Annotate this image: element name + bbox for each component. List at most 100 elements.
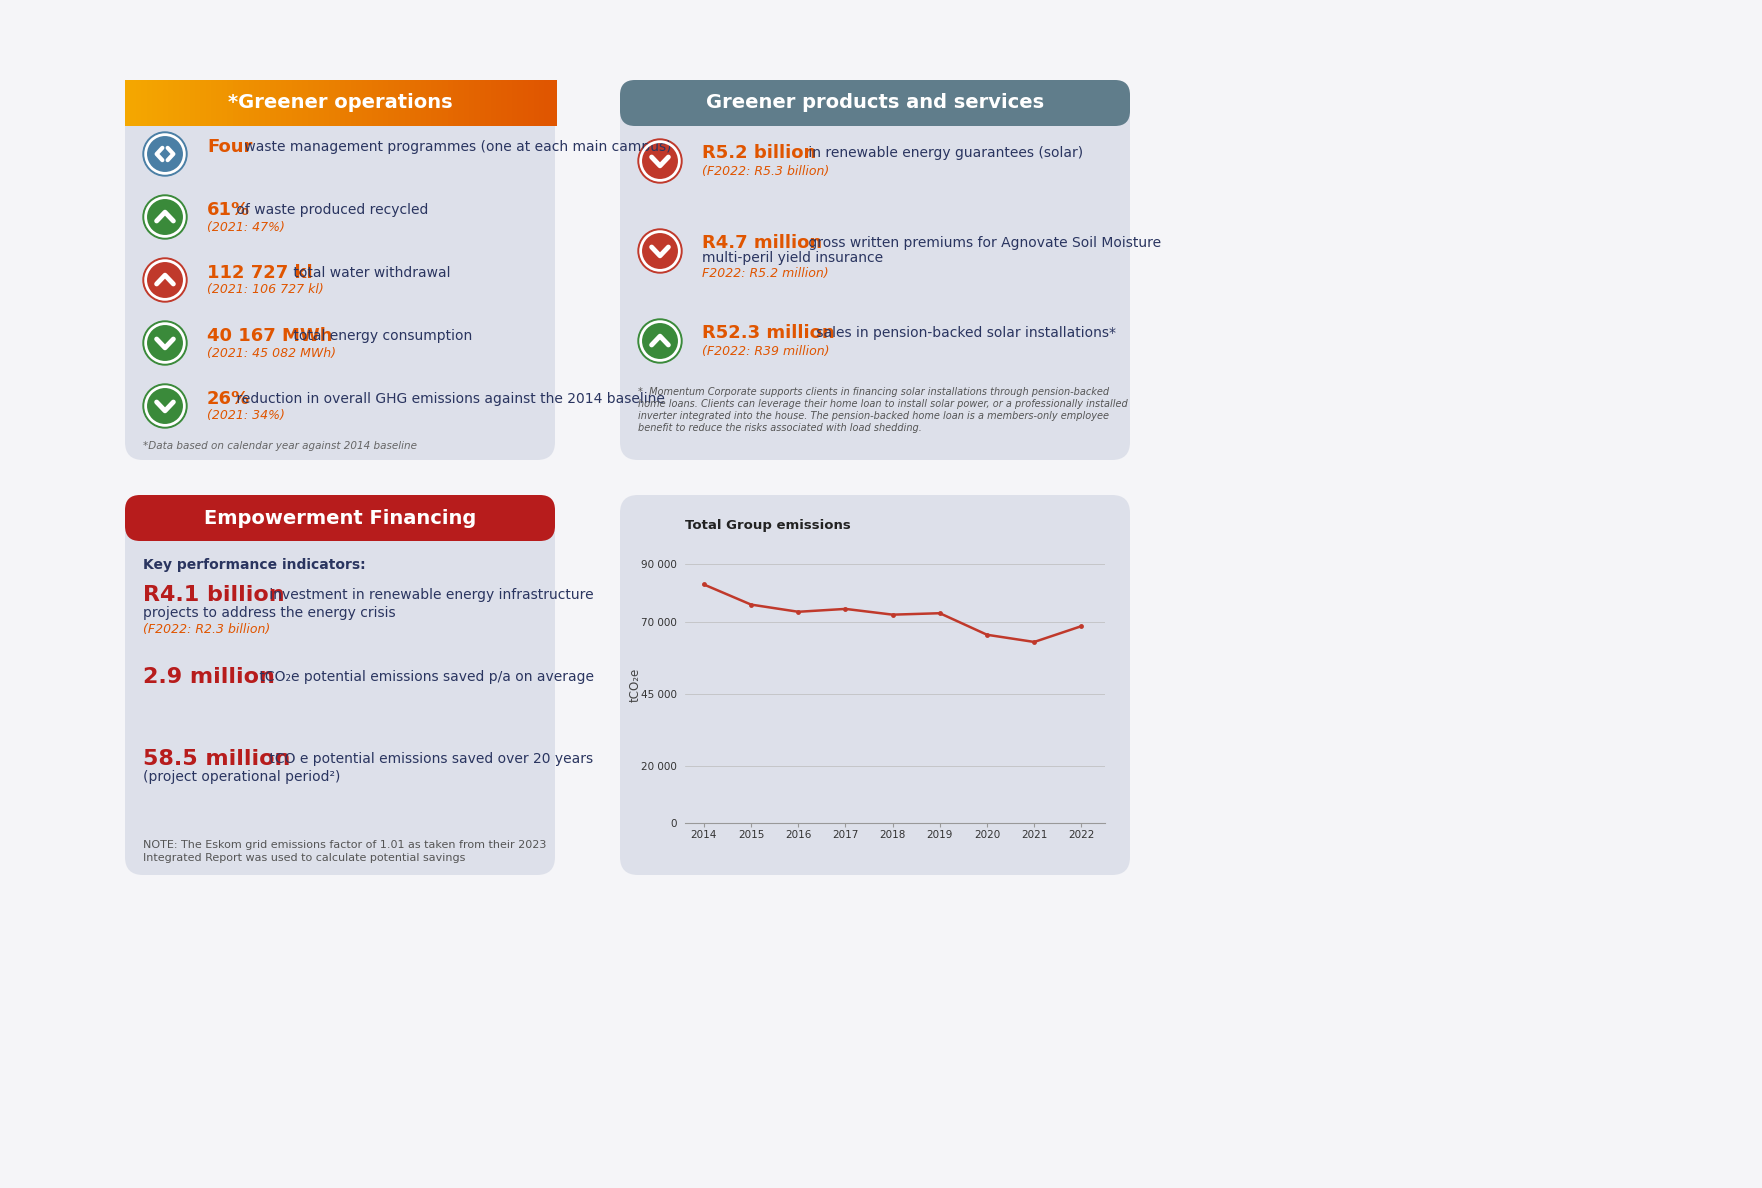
Bar xyxy=(183,80,190,126)
Text: (F2022: R2.3 billion): (F2022: R2.3 billion) xyxy=(143,623,270,636)
Text: reduction in overall GHG emissions against the 2014 baseline: reduction in overall GHG emissions again… xyxy=(231,392,664,406)
FancyBboxPatch shape xyxy=(125,126,555,153)
Circle shape xyxy=(638,229,682,273)
Bar xyxy=(227,80,234,126)
Text: 61%: 61% xyxy=(206,201,250,219)
Bar xyxy=(448,80,455,126)
Bar xyxy=(173,80,180,126)
Text: *Greener operations: *Greener operations xyxy=(227,94,453,113)
Bar xyxy=(500,80,507,126)
Bar xyxy=(421,80,428,126)
Bar xyxy=(254,80,261,126)
Text: R4.1 billion: R4.1 billion xyxy=(143,584,285,605)
Text: R5.2 billion: R5.2 billion xyxy=(701,144,816,162)
Bar xyxy=(411,80,418,126)
Bar xyxy=(206,80,213,126)
Text: sales in pension-backed solar installations*: sales in pension-backed solar installati… xyxy=(812,326,1117,340)
Bar xyxy=(442,80,449,126)
Bar xyxy=(495,80,502,126)
Bar xyxy=(458,80,465,126)
Bar xyxy=(393,80,400,126)
Bar xyxy=(259,80,266,126)
Bar xyxy=(529,80,536,126)
Bar xyxy=(366,80,374,126)
Bar xyxy=(125,80,132,126)
Bar xyxy=(490,80,497,126)
Bar xyxy=(130,80,137,126)
Text: Four: Four xyxy=(206,138,252,156)
Bar xyxy=(345,80,352,126)
Text: multi-peril yield insurance: multi-peril yield insurance xyxy=(701,251,883,265)
FancyBboxPatch shape xyxy=(125,541,555,569)
Bar xyxy=(157,80,164,126)
Bar xyxy=(437,80,444,126)
Bar xyxy=(523,80,530,126)
Bar xyxy=(416,80,423,126)
Bar xyxy=(361,80,368,126)
Bar xyxy=(275,80,282,126)
Bar xyxy=(518,80,525,126)
Text: projects to address the energy crisis: projects to address the energy crisis xyxy=(143,606,396,620)
Bar xyxy=(544,80,552,126)
Text: 2.9 million: 2.9 million xyxy=(143,666,275,687)
Text: inverter integrated into the house. The pension-backed home loan is a members-on: inverter integrated into the house. The … xyxy=(638,411,1108,421)
Bar xyxy=(400,80,405,126)
Text: R4.7 million: R4.7 million xyxy=(701,234,823,252)
Bar xyxy=(513,80,518,126)
FancyBboxPatch shape xyxy=(620,495,1129,876)
Bar xyxy=(167,80,174,126)
Text: (2021: 47%): (2021: 47%) xyxy=(206,221,285,234)
Text: Key performance indicators:: Key performance indicators: xyxy=(143,558,366,571)
Bar xyxy=(280,80,287,126)
Bar xyxy=(217,80,224,126)
Bar xyxy=(243,80,250,126)
Bar xyxy=(233,80,240,126)
Text: (2021: 106 727 kl): (2021: 106 727 kl) xyxy=(206,284,324,297)
Bar xyxy=(308,80,315,126)
Text: R52.3 million: R52.3 million xyxy=(701,324,835,342)
Bar xyxy=(534,80,541,126)
FancyBboxPatch shape xyxy=(620,80,1129,126)
Bar xyxy=(178,80,185,126)
Bar xyxy=(238,80,245,126)
Bar xyxy=(136,80,143,126)
Bar xyxy=(201,80,208,126)
FancyBboxPatch shape xyxy=(125,80,555,460)
Bar xyxy=(474,80,481,126)
Text: total water withdrawal: total water withdrawal xyxy=(289,266,451,280)
Circle shape xyxy=(143,132,187,176)
Text: F2022: R5.2 million): F2022: R5.2 million) xyxy=(701,266,828,279)
Bar xyxy=(162,80,169,126)
Bar xyxy=(507,80,513,126)
Text: *Data based on calendar year against 2014 baseline: *Data based on calendar year against 201… xyxy=(143,441,418,451)
Circle shape xyxy=(638,320,682,364)
Bar xyxy=(356,80,363,126)
Bar xyxy=(351,80,358,126)
Text: (F2022: R39 million): (F2022: R39 million) xyxy=(701,345,830,358)
Bar xyxy=(469,80,476,126)
Bar xyxy=(479,80,486,126)
Text: in renewable energy guarantees (solar): in renewable energy guarantees (solar) xyxy=(803,146,1084,160)
Bar xyxy=(405,80,411,126)
Bar xyxy=(298,80,303,126)
Text: *  Momentum Corporate supports clients in financing solar installations through : * Momentum Corporate supports clients in… xyxy=(638,387,1108,397)
Text: waste management programmes (one at each main campus): waste management programmes (one at each… xyxy=(240,140,671,154)
Text: tCO e potential emissions saved over 20 years: tCO e potential emissions saved over 20 … xyxy=(266,752,594,766)
Text: 26%: 26% xyxy=(206,390,250,407)
Text: home loans. Clients can leverage their home loan to install solar power, or a pr: home loans. Clients can leverage their h… xyxy=(638,399,1128,409)
Text: Integrated Report was used to calculate potential savings: Integrated Report was used to calculate … xyxy=(143,853,465,862)
Text: tCO₂e potential emissions saved p/a on average: tCO₂e potential emissions saved p/a on a… xyxy=(255,670,594,684)
Text: (2021: 45 082 MWh): (2021: 45 082 MWh) xyxy=(206,347,337,360)
Bar xyxy=(329,80,337,126)
Bar xyxy=(324,80,331,126)
Bar xyxy=(152,80,159,126)
Text: Total Group emissions: Total Group emissions xyxy=(685,518,851,531)
Circle shape xyxy=(143,195,187,239)
Bar xyxy=(303,80,310,126)
Bar xyxy=(377,80,384,126)
Text: tCO₂e: tCO₂e xyxy=(629,668,641,702)
Text: benefit to reduce the risks associated with load shedding.: benefit to reduce the risks associated w… xyxy=(638,423,922,432)
Text: (F2022: R5.3 billion): (F2022: R5.3 billion) xyxy=(701,164,830,177)
Bar xyxy=(292,80,298,126)
Bar xyxy=(196,80,203,126)
